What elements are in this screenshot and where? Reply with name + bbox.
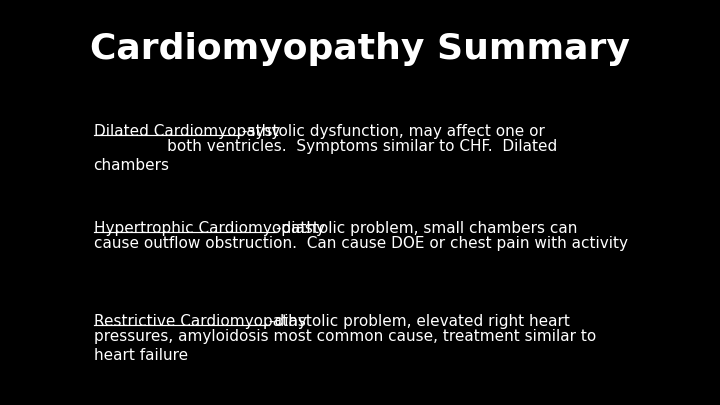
Text: -diastolic problem, elevated right heart: -diastolic problem, elevated right heart [269,314,570,329]
Text: Hypertrophic Cardiomyopathy: Hypertrophic Cardiomyopathy [94,221,325,236]
Text: -diastolic problem, small chambers can: -diastolic problem, small chambers can [276,221,577,236]
Text: cause outflow obstruction.  Can cause DOE or chest pain with activity: cause outflow obstruction. Can cause DOE… [94,236,628,251]
Text: both ventricles.  Symptoms similar to CHF.  Dilated
chambers: both ventricles. Symptoms similar to CHF… [94,139,557,173]
Text: -systolic dysfunction, may affect one or: -systolic dysfunction, may affect one or [243,124,545,139]
Text: Restrictive Cardiomyopathy: Restrictive Cardiomyopathy [94,314,306,329]
Text: Dilated Cardiomyopathy: Dilated Cardiomyopathy [94,124,280,139]
Text: pressures, amyloidosis most common cause, treatment similar to
heart failure: pressures, amyloidosis most common cause… [94,329,596,363]
Text: Cardiomyopathy Summary: Cardiomyopathy Summary [90,32,630,66]
